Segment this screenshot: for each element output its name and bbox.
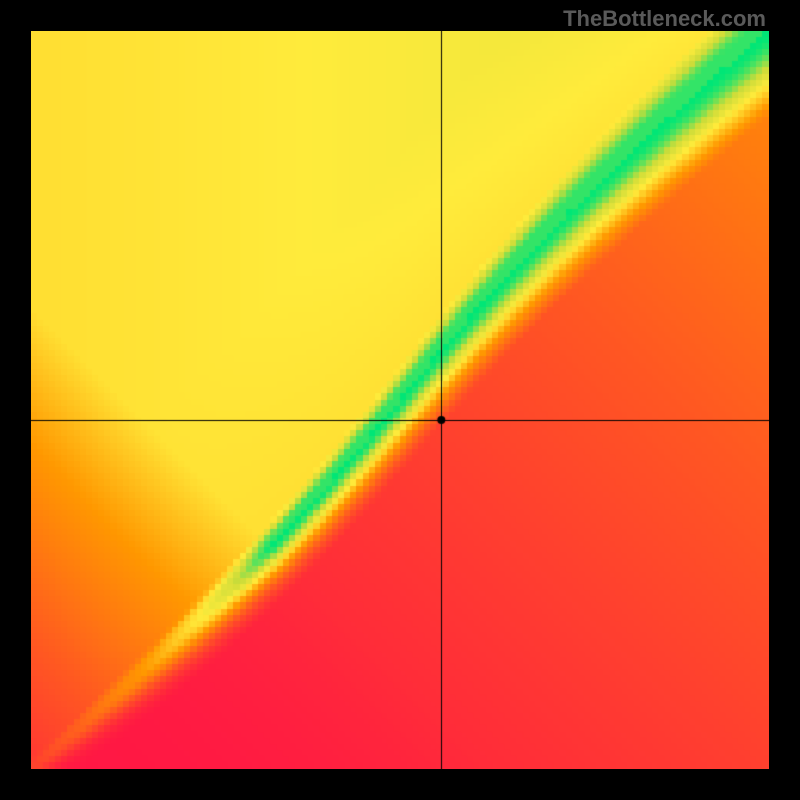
- source-watermark: TheBottleneck.com: [563, 6, 766, 32]
- chart-container: TheBottleneck.com: [0, 0, 800, 800]
- bottleneck-heatmap: [31, 31, 769, 769]
